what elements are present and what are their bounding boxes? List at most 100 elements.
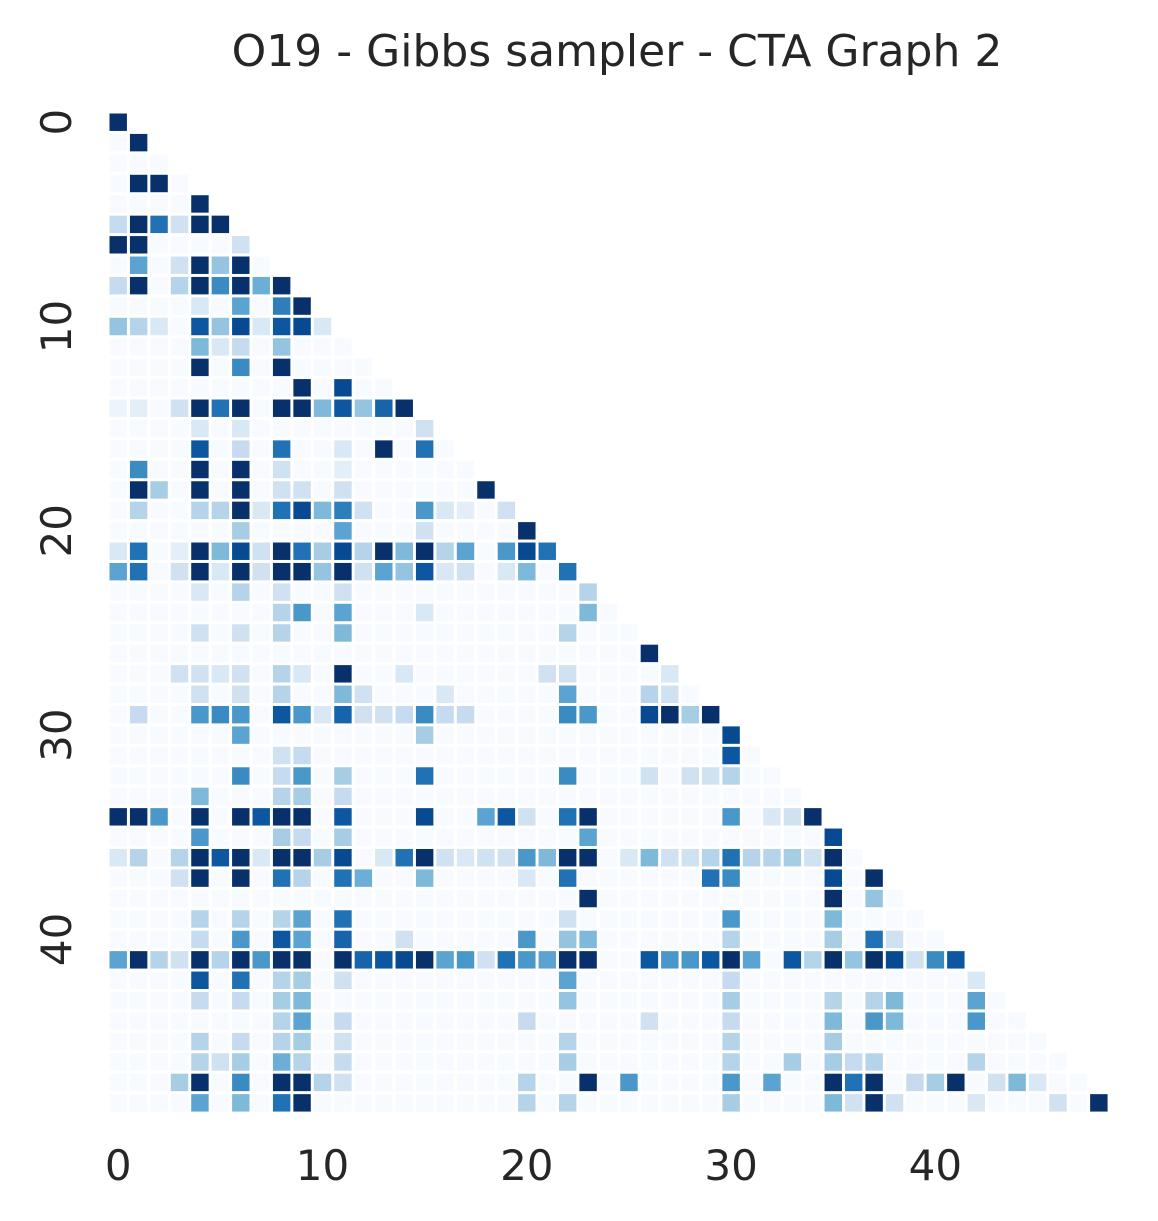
heatmap-cell [150,746,168,765]
heatmap-cell [170,889,189,908]
heatmap-cell [211,1032,230,1051]
heatmap-cell [681,705,699,724]
heatmap-cell [170,1094,189,1112]
heatmap-cell [538,787,556,806]
heatmap-cell [211,481,230,499]
heatmap-cell [967,1073,985,1092]
heatmap-cell [415,971,434,989]
heatmap-cell [354,562,373,581]
heatmap-cell [763,889,781,908]
heatmap-cell [211,951,230,969]
heatmap-cell [150,1073,168,1092]
heatmap-cell [844,1012,863,1030]
heatmap-cell [824,1073,842,1092]
heatmap-cell [232,828,250,846]
heatmap-cell [620,787,638,806]
heatmap-cell [824,991,842,1010]
heatmap-cell [415,991,434,1010]
heatmap-cell [599,889,618,908]
heatmap-cell [701,1012,720,1030]
heatmap-cell [395,501,413,520]
heatmap-cell [252,1012,270,1030]
chart-title: O19 - Gibbs sampler - CTA Graph 2 [232,26,1003,77]
heatmap-cell [252,522,270,540]
heatmap-cell [252,317,270,336]
heatmap-cell [518,542,536,560]
heatmap-cell [906,951,924,969]
heatmap-cell [313,665,332,683]
heatmap-cell [293,399,311,417]
heatmap-cell [579,1032,597,1051]
heatmap-cell [395,991,413,1010]
heatmap-cell [313,481,332,499]
heatmap-cell [558,889,577,908]
heatmap-cell [742,767,761,785]
heatmap-cell [844,951,863,969]
heatmap-cell [293,317,311,336]
heatmap-cell [538,562,556,581]
heatmap-cell [211,542,230,560]
heatmap-cell [701,951,720,969]
heatmap-cell [272,808,291,826]
heatmap-cell [354,460,373,479]
heatmap-cell [272,665,291,683]
heatmap-cell [272,1094,291,1112]
heatmap-cell [334,624,352,642]
heatmap-cell [334,665,352,683]
heatmap-cell [354,705,373,724]
heatmap-cell [252,930,270,949]
heatmap-cell [579,685,597,703]
heatmap-cell [415,1032,434,1051]
heatmap-cell [129,767,148,785]
heatmap-cell [211,726,230,744]
heatmap-cell [518,522,536,540]
heatmap-cell [415,787,434,806]
heatmap-cell [109,705,127,724]
heatmap-cell [334,419,352,438]
heatmap-cell [375,808,393,826]
heatmap-cell [518,910,536,928]
heatmap-cell [170,215,189,234]
heatmap-cell [150,603,168,622]
heatmap-cell [804,1073,822,1092]
heatmap-cell [456,930,475,949]
heatmap-cell [722,1073,740,1092]
heatmap-cell [477,522,495,540]
heatmap-cell [620,910,638,928]
heatmap-cell [252,603,270,622]
heatmap-cell [150,624,168,642]
heatmap-cell [395,848,413,867]
heatmap-cell [252,562,270,581]
heatmap-cell [640,705,659,724]
heatmap-cell [252,889,270,908]
heatmap-cell [293,685,311,703]
heatmap-cell [640,869,659,887]
heatmap-cell [477,644,495,663]
heatmap-cell [620,848,638,867]
heatmap-cell [232,746,250,765]
heatmap-cell [436,889,454,908]
heatmap-cell [477,889,495,908]
heatmap-cell [334,1094,352,1112]
heatmap-cell [232,317,250,336]
heatmap-cell [129,828,148,846]
heatmap-cell [191,1012,209,1030]
heatmap-cell [456,889,475,908]
heatmap-cell [375,583,393,601]
heatmap-cell [170,562,189,581]
heatmap-cell [170,236,189,254]
heatmap-cell [640,808,659,826]
heatmap-cell [354,379,373,397]
heatmap-cell [477,910,495,928]
heatmap-cell [150,848,168,867]
heatmap-cell [681,1012,699,1030]
heatmap-cell [947,1073,965,1092]
heatmap-cell [252,685,270,703]
heatmap-cell [170,991,189,1010]
heatmap-cell [354,848,373,867]
heatmap-cell [783,1053,802,1071]
heatmap-cell [334,1012,352,1030]
heatmap-cell [191,624,209,642]
heatmap-cell [170,195,189,213]
heatmap-cell [293,910,311,928]
